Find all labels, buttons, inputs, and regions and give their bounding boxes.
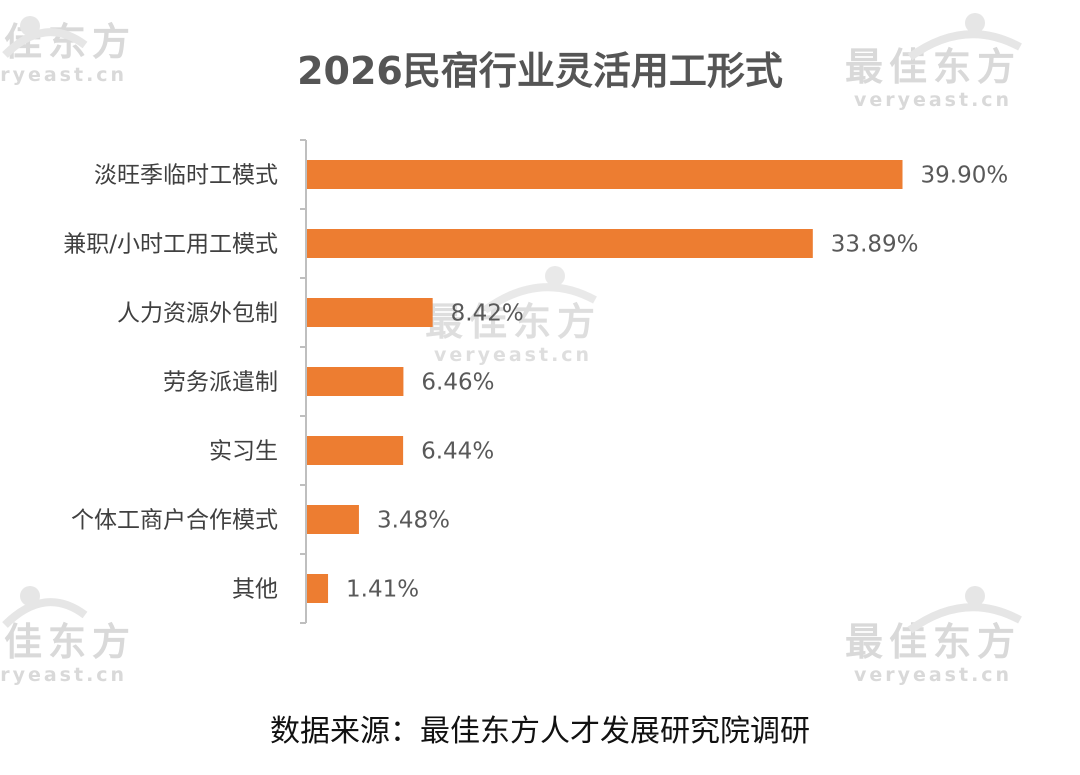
watermark-brand-cn: 最佳东方 [425,300,602,344]
source-note: 数据来源：最佳东方人才发展研究院调研 [270,714,810,749]
watermark-brand-cn: 最佳东方 [845,620,1022,664]
category-label: 兼职/小时工用工模式 [63,232,278,258]
watermark-brand-url: veryeast.cn [853,664,1013,686]
category-label: 实习生 [209,439,278,465]
watermark-brand-cn: 最佳东方 [0,620,137,664]
watermark-brand-url: veryeast.cn [0,664,128,686]
value-label: 3.48% [377,508,450,534]
watermark-brand-cn: 最佳东方 [845,45,1022,89]
bar [307,367,404,396]
bar [307,229,813,258]
watermark-logo-icon [907,13,1022,61]
chart-title: 2026民宿行业灵活用工形式 [297,49,783,93]
watermark-brand-url: veryeast.cn [853,89,1013,111]
bar [307,160,903,189]
bar [307,436,404,465]
watermark-logo-icon [482,266,597,314]
category-label: 淡旺季临时工模式 [94,163,278,189]
bar-chart: 淡旺季临时工模式 39.90% 兼职/小时工用工模式 33.89% 人力资源外包制 8.4… [63,139,1009,624]
watermark-logo-icon [2,586,88,628]
value-label: 6.44% [421,439,494,465]
value-label: 8.42% [451,301,524,327]
watermark-brand-url: veryeast.cn [0,64,128,86]
watermark-logo-icon [907,586,1022,634]
watermark-top-left: 最佳东方 veryeast.cn [0,16,136,86]
bar [307,574,329,603]
bar [307,505,359,534]
value-label: 6.46% [421,370,494,396]
watermark-brand-url: veryeast.cn [433,344,593,366]
category-label: 人力资源外包制 [117,301,278,327]
category-label: 其他 [232,577,278,603]
watermark-logo-icon [2,16,88,58]
category-label: 劳务派遣制 [163,370,278,396]
watermark-center: 最佳东方 veryeast.cn [425,266,602,366]
value-label: 39.90% [921,163,1009,189]
watermark-bottom-right: 最佳东方 veryeast.cn [845,586,1022,686]
value-label: 1.41% [346,577,419,603]
bar [307,298,433,327]
watermark-top-right: 最佳东方 veryeast.cn [845,13,1022,111]
category-label: 个体工商户合作模式 [71,508,278,534]
watermark-bottom-left: 最佳东方 veryeast.cn [0,586,137,686]
value-label: 33.89% [831,232,919,258]
